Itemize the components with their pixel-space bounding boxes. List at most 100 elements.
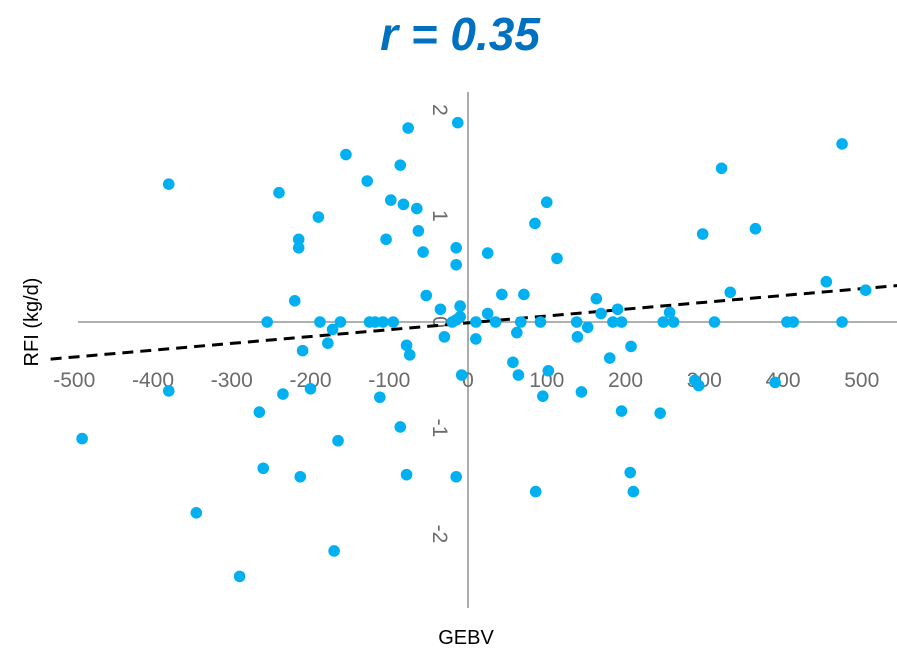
data-point bbox=[340, 148, 352, 161]
data-point bbox=[470, 333, 482, 345]
data-point bbox=[529, 485, 542, 498]
data-point bbox=[820, 275, 833, 288]
data-point bbox=[450, 242, 462, 254]
data-point bbox=[162, 178, 175, 190]
data-point bbox=[451, 116, 464, 129]
data-point bbox=[470, 316, 482, 328]
axes bbox=[78, 92, 897, 608]
data-point bbox=[420, 289, 433, 302]
data-point bbox=[233, 570, 246, 583]
data-point bbox=[724, 286, 737, 299]
data-point bbox=[400, 339, 413, 352]
data-point bbox=[332, 434, 344, 447]
data-point bbox=[787, 316, 800, 328]
data-point bbox=[455, 369, 468, 381]
data-point bbox=[512, 369, 525, 381]
data-point bbox=[692, 379, 705, 392]
data-point bbox=[434, 303, 447, 316]
data-point bbox=[385, 194, 397, 206]
y-tick-label: 1 bbox=[428, 210, 451, 222]
data-point bbox=[836, 316, 848, 328]
data-point bbox=[402, 122, 414, 134]
data-point bbox=[411, 202, 423, 215]
data-point bbox=[417, 246, 429, 258]
data-point bbox=[380, 233, 392, 246]
data-point bbox=[334, 316, 347, 328]
data-point bbox=[257, 462, 270, 475]
data-point bbox=[624, 466, 637, 479]
data-point bbox=[625, 340, 637, 353]
data-point bbox=[590, 292, 603, 305]
data-point bbox=[314, 316, 326, 328]
data-point bbox=[611, 303, 624, 316]
data-point bbox=[607, 316, 619, 328]
data-point bbox=[294, 470, 307, 483]
data-point bbox=[534, 316, 547, 328]
data-point bbox=[273, 186, 285, 199]
chart-title: r = 0.35 bbox=[380, 8, 540, 60]
data-point bbox=[581, 321, 594, 334]
data-point bbox=[76, 432, 88, 445]
data-point bbox=[571, 331, 584, 343]
data-point bbox=[450, 258, 462, 271]
x-tick-label: -400 bbox=[132, 369, 174, 392]
data-point bbox=[615, 405, 628, 417]
data-points bbox=[76, 116, 872, 583]
data-point bbox=[518, 288, 530, 301]
data-point bbox=[836, 138, 848, 150]
y-tick-label: 2 bbox=[428, 104, 451, 116]
x-tick-label: -500 bbox=[53, 369, 95, 392]
data-point bbox=[162, 385, 175, 397]
data-point bbox=[615, 316, 628, 328]
x-tick-label: -300 bbox=[211, 369, 253, 392]
x-tick-label: 100 bbox=[529, 369, 564, 392]
data-point bbox=[595, 307, 607, 320]
data-point bbox=[859, 284, 872, 297]
data-point bbox=[397, 198, 410, 211]
data-point bbox=[657, 316, 670, 328]
data-point bbox=[322, 337, 334, 350]
data-point bbox=[394, 159, 407, 171]
data-point bbox=[261, 316, 273, 328]
data-point bbox=[403, 349, 416, 361]
data-point bbox=[570, 316, 583, 328]
data-point bbox=[575, 386, 588, 398]
data-point bbox=[304, 382, 317, 395]
data-point bbox=[542, 364, 555, 377]
data-point bbox=[312, 211, 325, 223]
data-point bbox=[253, 406, 266, 418]
data-point bbox=[394, 421, 407, 433]
y-tick-label: -1 bbox=[428, 419, 451, 438]
data-point bbox=[496, 288, 508, 301]
data-point bbox=[627, 485, 640, 498]
x-tick-label: 0 bbox=[462, 369, 474, 392]
data-point bbox=[292, 242, 305, 254]
data-point bbox=[511, 326, 523, 339]
data-point bbox=[296, 344, 309, 357]
data-point bbox=[654, 407, 666, 419]
data-point bbox=[387, 316, 399, 328]
data-point bbox=[377, 316, 389, 328]
data-point bbox=[667, 316, 680, 328]
data-point bbox=[603, 352, 616, 364]
x-tick-label: 500 bbox=[844, 369, 879, 392]
data-point bbox=[489, 316, 502, 328]
data-point bbox=[292, 233, 305, 246]
data-point bbox=[540, 196, 553, 209]
data-point bbox=[663, 306, 676, 319]
data-point bbox=[277, 388, 289, 400]
data-point bbox=[190, 507, 203, 519]
data-point bbox=[450, 470, 462, 483]
data-point bbox=[514, 316, 527, 328]
data-point bbox=[288, 295, 301, 307]
data-point bbox=[454, 300, 466, 312]
data-point bbox=[481, 307, 494, 320]
data-point bbox=[769, 376, 781, 389]
data-point bbox=[696, 228, 709, 240]
x-tick-label: -100 bbox=[368, 369, 410, 392]
x-tick-label: -200 bbox=[289, 369, 331, 392]
y-tick-label: -2 bbox=[428, 525, 451, 544]
data-point bbox=[454, 310, 466, 323]
data-point bbox=[537, 390, 549, 403]
